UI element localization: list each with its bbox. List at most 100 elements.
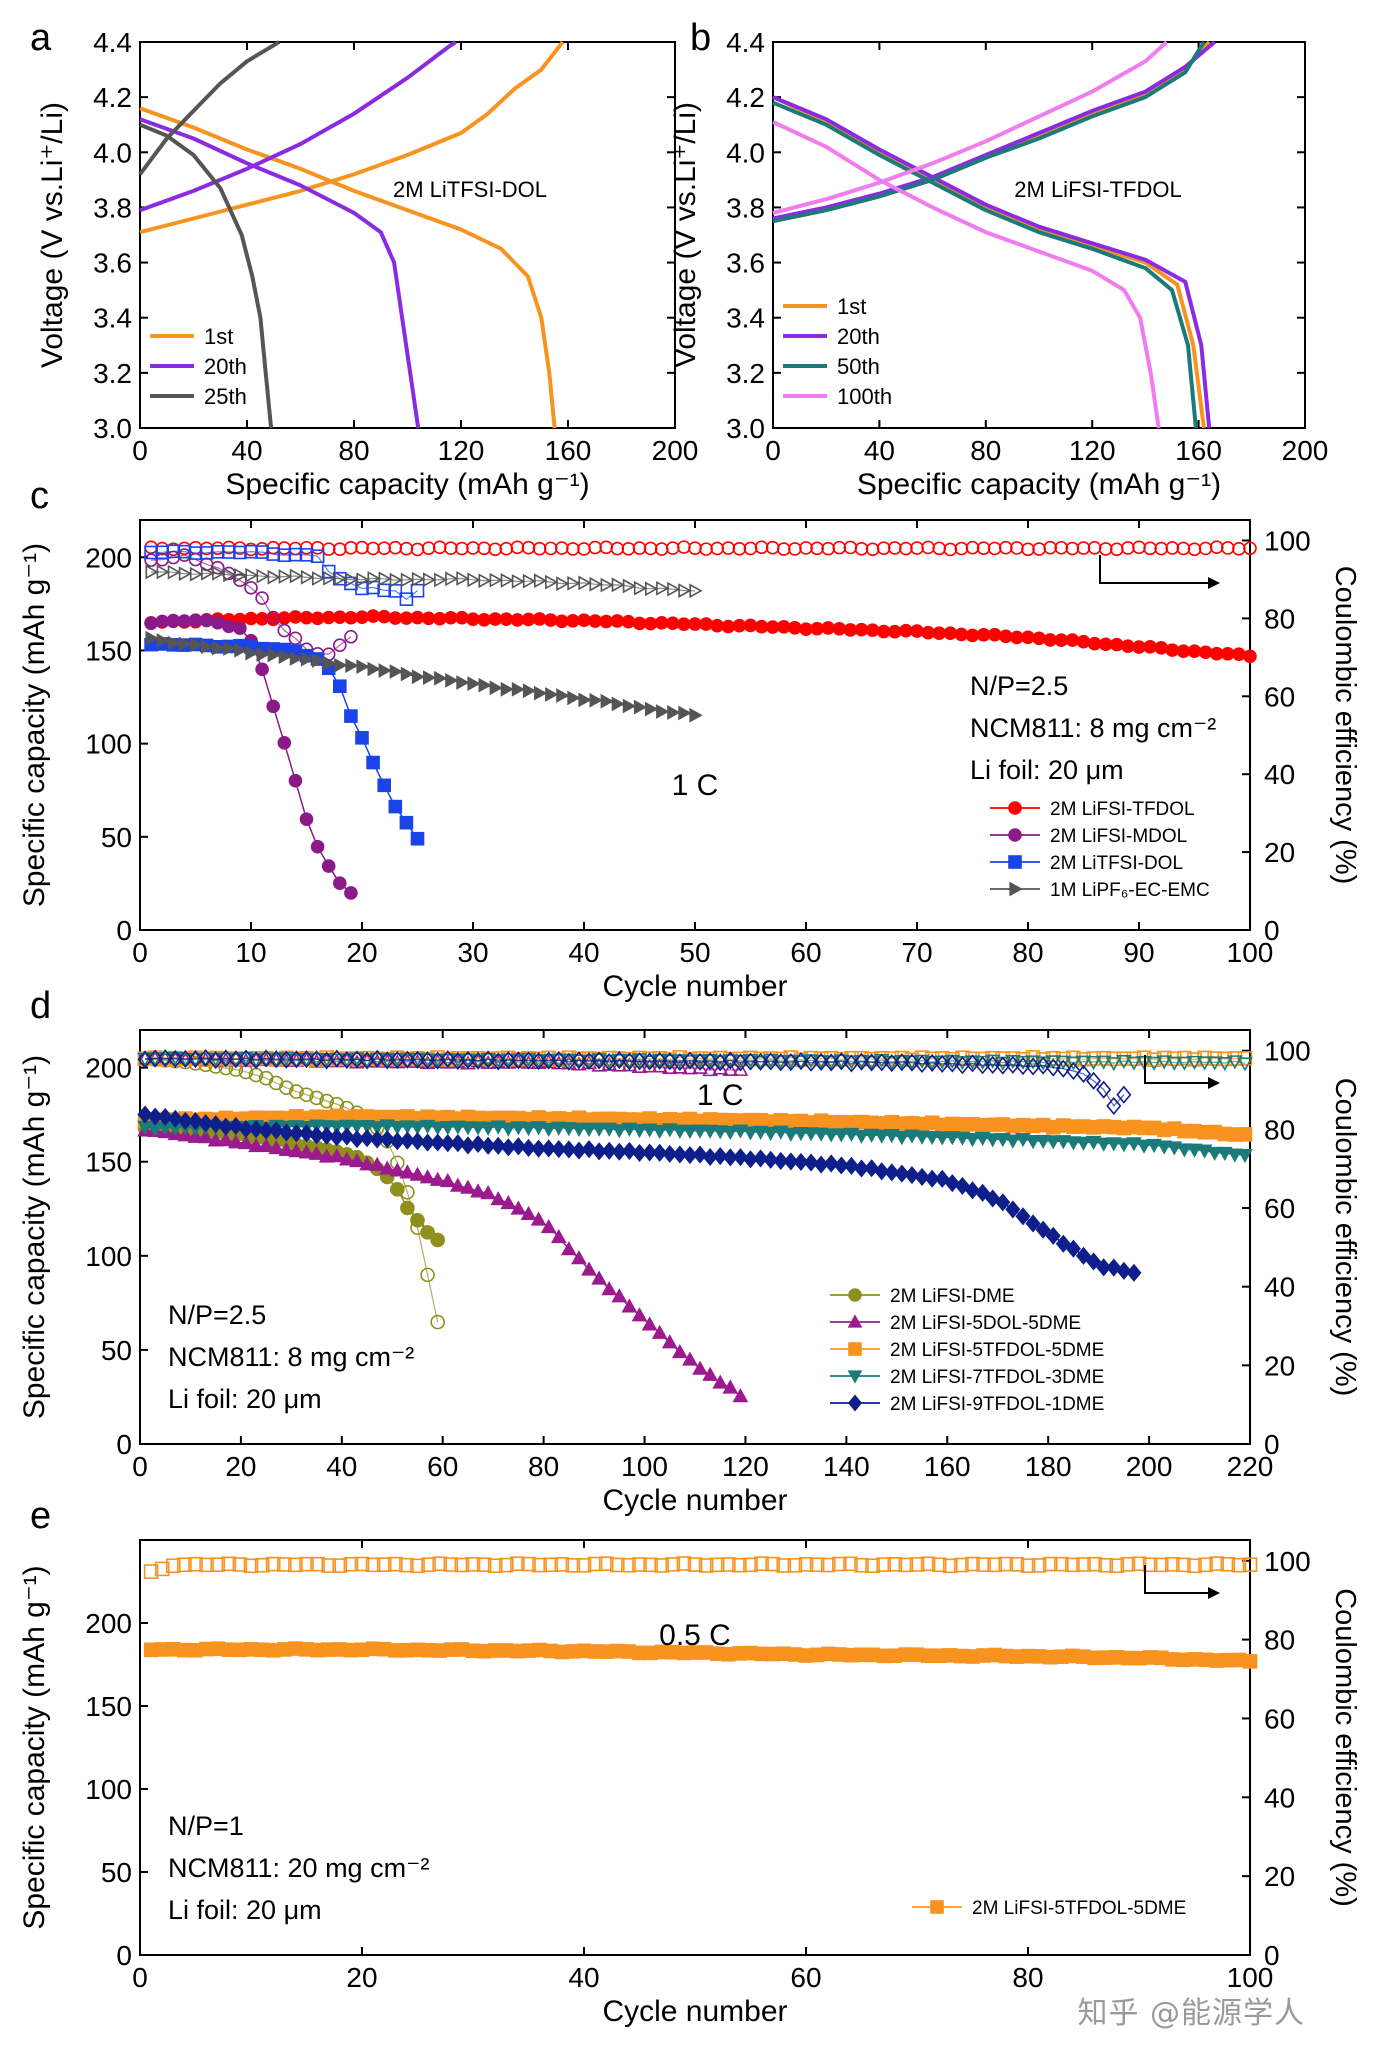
capacity-point — [166, 613, 181, 628]
capacity-point — [332, 876, 347, 890]
ce-point — [682, 1060, 698, 1075]
condition-text: Li foil: 20 μm — [168, 1384, 322, 1414]
legend-marker — [848, 1288, 862, 1302]
capacity-point — [643, 616, 658, 631]
legend-label: 1st — [204, 324, 233, 349]
capacity-point — [288, 773, 303, 788]
ce-point — [621, 1557, 636, 1573]
ce-point — [1153, 1557, 1169, 1573]
ce-point — [157, 1049, 173, 1068]
capacity-point — [656, 704, 670, 719]
capacity-point — [753, 1149, 769, 1168]
capacity-point — [1045, 1135, 1062, 1150]
capacity-point — [478, 677, 492, 693]
ce-point — [1015, 1057, 1031, 1076]
series-charge-line — [772, 40, 1216, 221]
capacity-point — [672, 1145, 688, 1164]
capacity-point — [1054, 633, 1069, 648]
capacity-point — [540, 1122, 557, 1138]
capacity-point — [359, 1156, 375, 1171]
capacity-point — [1095, 1137, 1112, 1152]
ce-point — [551, 1051, 567, 1070]
capacity-point — [864, 1159, 880, 1178]
y-tick-label: 3.0 — [726, 413, 765, 444]
ce-point — [455, 541, 469, 556]
ce-point — [255, 591, 269, 605]
capacity-point — [600, 693, 614, 709]
capacity-point — [520, 1121, 537, 1137]
legend-marker — [1008, 828, 1022, 842]
ce-point — [1035, 1056, 1051, 1075]
condition-text: NCM811: 20 mg cm⁻² — [168, 1853, 429, 1883]
ce-point — [721, 541, 736, 555]
ce-point — [732, 1061, 749, 1076]
ce-point — [787, 1558, 803, 1573]
panel-a: a 0 40 80 120 160 200 3.0 3.2 3.4 3.6 3.8 4.0 4.2 4.4 S… — [30, 17, 698, 501]
x-tick-label: 0 — [132, 1451, 148, 1482]
capacity-point — [328, 1120, 345, 1135]
ce-point — [201, 565, 215, 581]
ce-point — [752, 1055, 769, 1071]
x-axis-label: Specific capacity (mAh g⁻¹) — [225, 468, 589, 501]
ce-point — [238, 1049, 254, 1068]
ce-point — [677, 540, 691, 554]
ce-point — [720, 1557, 736, 1572]
x-tick-label: 160 — [924, 1451, 971, 1482]
capacity-point — [256, 647, 270, 662]
capacity-point — [641, 1316, 658, 1331]
x-tick-label: 20 — [225, 1451, 256, 1482]
capacity-point — [678, 705, 692, 721]
ce-point — [793, 1052, 809, 1071]
capacity-point — [689, 707, 703, 723]
ce-point — [156, 564, 170, 580]
ce-point — [188, 546, 203, 560]
ce-point — [400, 572, 415, 588]
capacity-point — [379, 1160, 396, 1175]
capacity-point — [1146, 1138, 1162, 1154]
capacity-point — [460, 1121, 476, 1136]
ce-point — [510, 1556, 525, 1571]
series-discharge-line — [139, 122, 274, 429]
capacity-point — [1216, 1146, 1233, 1162]
ce-point — [460, 1050, 476, 1070]
ce-point — [277, 548, 292, 563]
ce-point — [434, 572, 448, 588]
capacity-point — [1116, 1261, 1132, 1280]
capacity-point — [440, 1134, 456, 1153]
ce-point — [243, 1558, 259, 1574]
capacity-point — [367, 661, 381, 677]
capacity-point — [1143, 640, 1157, 654]
ce-point — [409, 1050, 426, 1069]
ce-point — [1206, 1056, 1223, 1071]
capacity-point — [571, 1122, 587, 1137]
capacity-point — [450, 1177, 466, 1192]
capacity-point — [924, 1130, 940, 1146]
y-right-tick-label: 100 — [1264, 1546, 1311, 1577]
legend-label: 2M LiFSI-DME — [890, 1286, 1015, 1307]
capacity-point — [672, 1343, 688, 1359]
capacity-point — [321, 610, 336, 625]
capacity-point — [998, 629, 1013, 644]
panel-label: a — [30, 17, 52, 59]
capacity-point — [599, 614, 614, 629]
x-tick-label: 90 — [1123, 937, 1154, 968]
ce-point — [521, 1556, 536, 1572]
capacity-point — [208, 1115, 224, 1134]
capacity-point — [344, 709, 358, 723]
ce-point — [921, 540, 935, 555]
capacity-point — [994, 1133, 1011, 1148]
capacity-point — [976, 627, 991, 642]
capacity-point — [409, 1121, 426, 1136]
ce-point — [622, 578, 637, 594]
ce-point — [678, 583, 692, 598]
ce-point — [1005, 1055, 1021, 1074]
capacity-point — [319, 1126, 335, 1145]
ce-point — [874, 1053, 890, 1072]
ce-point — [334, 571, 348, 586]
ce-point — [809, 1557, 825, 1573]
series-charge-line — [772, 40, 1169, 215]
ce-point — [1154, 541, 1168, 556]
ce-point — [754, 1556, 769, 1571]
ce-point — [1220, 1557, 1236, 1572]
capacity-point — [853, 1159, 870, 1178]
